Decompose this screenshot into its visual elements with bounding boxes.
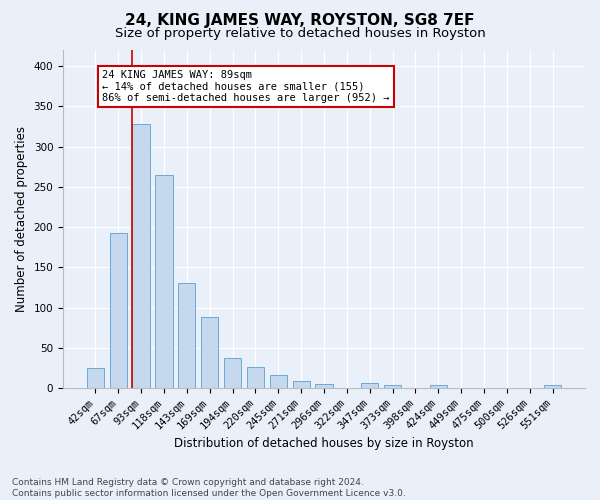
Bar bbox=[87, 368, 104, 388]
Bar bbox=[247, 367, 264, 388]
Text: 24 KING JAMES WAY: 89sqm
← 14% of detached houses are smaller (155)
86% of semi-: 24 KING JAMES WAY: 89sqm ← 14% of detach… bbox=[102, 70, 389, 103]
Y-axis label: Number of detached properties: Number of detached properties bbox=[15, 126, 28, 312]
Bar bbox=[430, 385, 447, 388]
Bar bbox=[270, 376, 287, 388]
Bar bbox=[316, 384, 332, 388]
Text: Size of property relative to detached houses in Royston: Size of property relative to detached ho… bbox=[115, 28, 485, 40]
Bar bbox=[155, 175, 173, 388]
Bar bbox=[178, 284, 196, 388]
Bar bbox=[361, 384, 379, 388]
X-axis label: Distribution of detached houses by size in Royston: Distribution of detached houses by size … bbox=[174, 437, 474, 450]
Bar bbox=[544, 385, 561, 388]
Bar bbox=[224, 358, 241, 388]
Bar bbox=[110, 233, 127, 388]
Bar bbox=[133, 124, 149, 388]
Text: Contains HM Land Registry data © Crown copyright and database right 2024.
Contai: Contains HM Land Registry data © Crown c… bbox=[12, 478, 406, 498]
Bar bbox=[293, 381, 310, 388]
Bar bbox=[384, 385, 401, 388]
Text: 24, KING JAMES WAY, ROYSTON, SG8 7EF: 24, KING JAMES WAY, ROYSTON, SG8 7EF bbox=[125, 12, 475, 28]
Bar bbox=[201, 318, 218, 388]
